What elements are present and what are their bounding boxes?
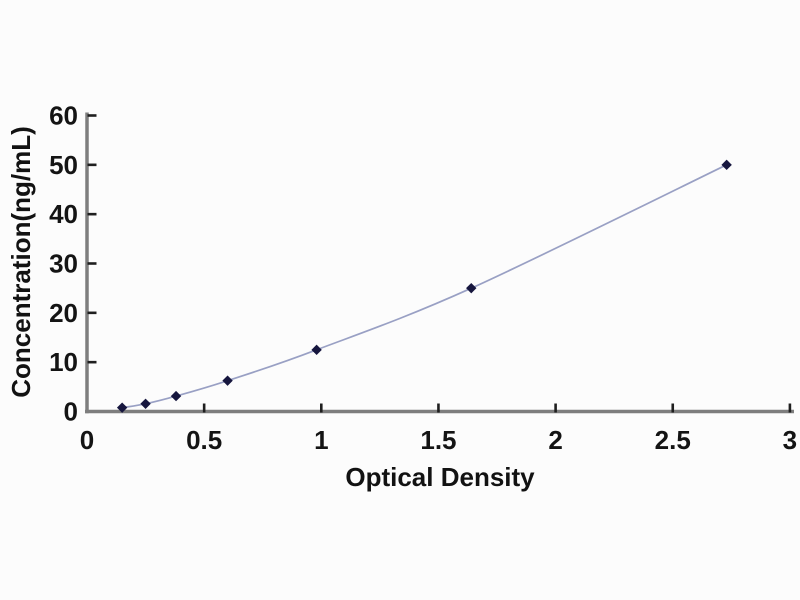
x-tick-label: 1.5 bbox=[420, 425, 456, 455]
x-tick-label: 0.5 bbox=[186, 425, 222, 455]
x-tick-label: 0 bbox=[80, 425, 94, 455]
data-point-marker bbox=[170, 390, 182, 402]
y-tick-label: 20 bbox=[49, 298, 78, 328]
data-point-marker bbox=[222, 375, 233, 386]
x-tick-label: 2.5 bbox=[655, 425, 691, 455]
y-tick-label: 50 bbox=[49, 150, 78, 180]
x-tick-label: 2 bbox=[548, 425, 562, 455]
x-axis-title: Optical Density bbox=[345, 462, 535, 492]
standard-curve-line bbox=[121, 164, 727, 409]
data-point-marker bbox=[466, 282, 477, 294]
y-tick-label: 40 bbox=[49, 199, 78, 229]
data-point-marker bbox=[140, 398, 151, 410]
x-tick-label: 3 bbox=[783, 425, 797, 455]
data-point-marker bbox=[311, 344, 322, 356]
y-tick-label: 10 bbox=[49, 347, 78, 377]
y-tick-label: 0 bbox=[64, 397, 78, 427]
x-tick-label: 1 bbox=[314, 425, 328, 455]
data-point-marker bbox=[116, 402, 128, 413]
y-tick-label: 30 bbox=[49, 249, 78, 279]
data-point-marker bbox=[721, 159, 732, 171]
y-tick-label: 60 bbox=[49, 101, 78, 131]
y-axis-title: Concentration(ng/mL) bbox=[6, 126, 36, 398]
